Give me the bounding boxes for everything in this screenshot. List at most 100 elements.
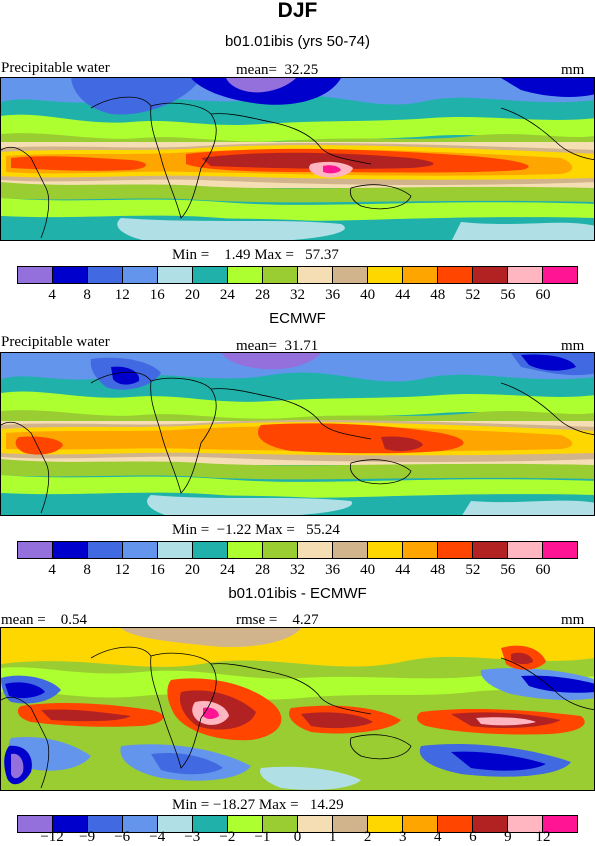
panel-2-variable-label: Precipitable water — [1, 334, 110, 350]
panel-2-colorbar — [17, 541, 578, 559]
colorbar-tick-label: −6 — [114, 829, 131, 845]
colorbar-swatch — [508, 267, 543, 283]
panel-2-units-label: mm — [561, 338, 585, 354]
colorbar-tick-label: 3 — [398, 829, 407, 845]
colorbar-swatch — [508, 542, 543, 558]
colorbar-tick-label: 48 — [430, 287, 446, 303]
colorbar-swatch — [88, 267, 123, 283]
panel-3-mean-label: mean = 0.54 — [1, 612, 87, 628]
colorbar-swatch — [543, 816, 577, 832]
colorbar-swatch — [403, 267, 438, 283]
colorbar-swatch — [333, 542, 368, 558]
panel-2-map — [0, 352, 595, 516]
colorbar-tick-label: 4 — [48, 562, 56, 578]
panel-3-minmax: Min = −18.27 Max = 14.29 — [172, 797, 344, 813]
colorbar-tick-label: −3 — [184, 829, 201, 845]
colorbar-swatch — [403, 816, 438, 832]
colorbar-swatch — [88, 816, 123, 832]
colorbar-swatch — [123, 542, 158, 558]
colorbar-tick-label: 52 — [465, 287, 481, 303]
colorbar-swatch — [543, 542, 577, 558]
colorbar-tick-label: 36 — [325, 287, 341, 303]
colorbar-tick-label: 12 — [114, 287, 130, 303]
colorbar-tick-label: −2 — [219, 829, 236, 845]
panel-2-minmax: Min = −1.22 Max = 55.24 — [172, 522, 340, 538]
colorbar-tick-label: 56 — [500, 287, 516, 303]
panel-1-minmax: Min = 1.49 Max = 57.37 — [172, 247, 339, 263]
panel-2-colorbar-ticks: 4 8 12 16 20 24 28 32 36 40 44 48 52 56 60 — [17, 562, 578, 578]
colorbar-swatch — [193, 816, 228, 832]
colorbar-tick-label: 20 — [184, 562, 200, 578]
colorbar-tick-label: 32 — [290, 287, 305, 303]
colorbar-tick-label: 8 — [83, 287, 91, 303]
colorbar-swatch — [438, 542, 473, 558]
panel-2-mean-label: mean= 31.71 — [236, 338, 319, 354]
panel-1-variable-label: Precipitable water — [1, 60, 110, 76]
colorbar-tick-label: 6 — [469, 829, 477, 845]
colorbar-swatch — [473, 267, 508, 283]
colorbar-tick-label: 28 — [254, 562, 270, 578]
panel-3-coastlines — [1, 646, 594, 789]
panel-1-title: b01.01ibis (yrs 50-74) — [224, 33, 371, 50]
colorbar-tick-label: 32 — [290, 562, 305, 578]
colorbar-swatch — [473, 816, 508, 832]
colorbar-swatch — [158, 816, 193, 832]
panel-3-colorbar-ticks: −12 −9 −6 −4 −3 −2 −1 0 1 2 3 4 6 9 12 — [17, 829, 578, 845]
colorbar-tick-label: 0 — [293, 829, 302, 845]
colorbar-tick-label: 20 — [184, 287, 200, 303]
colorbar-tick-label: 48 — [430, 562, 446, 578]
colorbar-swatch — [193, 267, 228, 283]
colorbar-swatch — [403, 542, 438, 558]
colorbar-tick-label: 40 — [360, 287, 376, 303]
panel-3-units-label: mm — [561, 612, 585, 628]
colorbar-tick-label: 44 — [395, 562, 411, 578]
colorbar-tick-label: 24 — [219, 287, 235, 303]
colorbar-tick-label: −4 — [149, 829, 166, 845]
colorbar-swatch — [18, 542, 53, 558]
figure-title: DJF — [277, 0, 318, 22]
colorbar-swatch — [263, 816, 298, 832]
colorbar-swatch — [53, 267, 88, 283]
colorbar-tick-label: 8 — [83, 562, 91, 578]
colorbar-swatch — [263, 267, 298, 283]
colorbar-tick-label: −9 — [79, 829, 96, 845]
colorbar-swatch — [368, 267, 403, 283]
panel-2-coastlines — [1, 371, 594, 514]
colorbar-swatch — [438, 267, 473, 283]
colorbar-swatch — [368, 542, 403, 558]
colorbar-swatch — [508, 816, 543, 832]
colorbar-swatch — [123, 267, 158, 283]
colorbar-tick-label: 36 — [325, 562, 341, 578]
colorbar-swatch — [193, 542, 228, 558]
colorbar-swatch — [333, 816, 368, 832]
panel-3-title: b01.01ibis - ECMWF — [228, 585, 367, 602]
colorbar-swatch — [53, 816, 88, 832]
colorbar-tick-label: 28 — [254, 287, 270, 303]
panel-3-rmse-label: rmse = 4.27 — [236, 612, 319, 628]
colorbar-tick-label: −12 — [40, 829, 64, 845]
colorbar-swatch — [368, 816, 403, 832]
colorbar-swatch — [298, 816, 333, 832]
colorbar-tick-label: 4 — [48, 287, 56, 303]
colorbar-tick-label: 12 — [114, 562, 130, 578]
panel-3-map — [0, 627, 595, 791]
colorbar-swatch — [228, 267, 263, 283]
panel-3-colorbar — [17, 815, 578, 833]
colorbar-tick-label: 2 — [363, 829, 372, 845]
colorbar-swatch — [88, 542, 123, 558]
colorbar-swatch — [263, 542, 298, 558]
colorbar-swatch — [123, 816, 158, 832]
colorbar-swatch — [228, 542, 263, 558]
colorbar-tick-label: 12 — [535, 829, 551, 845]
colorbar-tick-label: 1 — [328, 829, 337, 845]
colorbar-tick-label: 4 — [434, 829, 442, 845]
colorbar-swatch — [473, 542, 508, 558]
colorbar-swatch — [438, 816, 473, 832]
panel-1-colorbar-ticks: 4 8 12 16 20 24 28 32 36 40 44 48 52 56 60 — [17, 287, 578, 303]
colorbar-swatch — [298, 267, 333, 283]
panel-1-map — [0, 77, 595, 241]
panel-1-colorbar — [17, 266, 578, 284]
colorbar-tick-label: 60 — [535, 562, 551, 578]
colorbar-tick-label: 52 — [465, 562, 481, 578]
colorbar-tick-label: 40 — [360, 562, 376, 578]
